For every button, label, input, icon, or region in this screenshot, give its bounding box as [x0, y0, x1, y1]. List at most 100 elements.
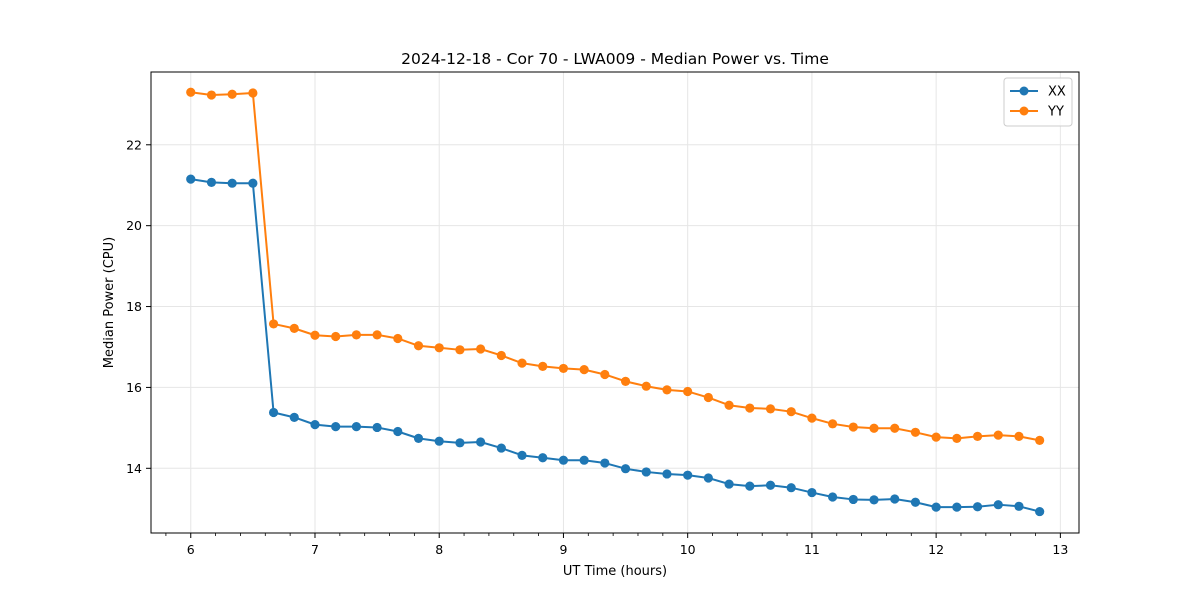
x-tick-label: 9 — [559, 542, 567, 557]
data-point-yy — [351, 330, 361, 340]
data-point-xx — [786, 483, 796, 493]
data-point-xx — [455, 438, 465, 448]
data-point-xx — [372, 422, 382, 433]
data-point-yy — [786, 407, 796, 417]
series-layer — [186, 87, 1045, 517]
data-point-yy — [703, 392, 713, 403]
data-point-yy — [268, 319, 279, 329]
data-point-xx — [890, 494, 900, 504]
data-point-xx — [1035, 506, 1045, 517]
data-point-yy — [952, 433, 962, 443]
y-tick-label: 20 — [126, 218, 142, 233]
x-axis-label: UT Time (hours) — [563, 564, 667, 579]
data-point-yy — [641, 381, 651, 391]
data-point-yy — [393, 333, 403, 344]
data-point-yy — [765, 404, 776, 414]
data-point-xx — [869, 495, 879, 505]
x-tick-label: 11 — [804, 542, 820, 557]
data-point-xx — [351, 422, 361, 432]
data-point-yy — [413, 341, 424, 351]
x-tick-label: 13 — [1052, 542, 1068, 557]
data-point-xx — [765, 480, 776, 490]
data-point-yy — [869, 423, 879, 433]
data-point-yy — [1035, 435, 1045, 445]
data-point-yy — [1014, 431, 1024, 441]
data-point-yy — [910, 427, 921, 437]
data-point-xx — [393, 426, 403, 437]
data-point-xx — [600, 458, 610, 468]
x-tick-label: 7 — [311, 542, 319, 557]
data-point-xx — [683, 470, 693, 480]
data-point-yy — [620, 376, 631, 386]
legend-label-yy: YY — [1047, 105, 1064, 120]
x-tick-label: 8 — [435, 542, 443, 557]
y-tick-label: 14 — [126, 461, 142, 476]
y-tick-label: 18 — [126, 299, 142, 314]
legend-entry-xx: XX — [1010, 85, 1066, 100]
y-tick-label: 16 — [126, 380, 142, 395]
y-tick-label: 22 — [126, 137, 142, 152]
data-point-yy — [538, 361, 548, 371]
data-point-yy — [890, 423, 900, 433]
data-point-xx — [331, 422, 341, 432]
data-point-xx — [724, 479, 734, 489]
chart-title: 2024-12-18 - Cor 70 - LWA009 - Median Po… — [401, 50, 829, 68]
data-point-xx — [413, 433, 424, 443]
data-point-xx — [268, 407, 279, 418]
data-point-xx — [807, 487, 817, 498]
data-point-xx — [662, 469, 672, 479]
x-tick-label: 12 — [928, 542, 944, 557]
data-point-yy — [662, 385, 672, 395]
y-axis-label: Median Power (CPU) — [102, 237, 117, 368]
data-point-xx — [641, 467, 651, 477]
data-point-xx — [952, 502, 962, 512]
data-point-yy — [993, 430, 1003, 440]
legend-marker-yy — [1019, 106, 1029, 116]
data-point-yy — [455, 345, 465, 355]
data-point-yy — [331, 331, 341, 342]
data-point-yy — [248, 88, 258, 98]
data-point-xx — [993, 500, 1003, 510]
data-point-xx — [227, 178, 237, 188]
plot-frame — [150, 71, 1080, 534]
x-tick-label: 6 — [187, 542, 195, 557]
data-point-xx — [558, 455, 569, 465]
data-point-xx — [186, 174, 196, 184]
data-point-yy — [496, 350, 506, 361]
data-point-yy — [289, 323, 299, 333]
data-point-yy — [227, 89, 237, 99]
data-point-yy — [476, 344, 486, 354]
data-point-yy — [848, 422, 858, 432]
data-point-yy — [372, 330, 382, 340]
data-point-yy — [186, 87, 196, 97]
data-point-xx — [703, 473, 713, 483]
data-point-xx — [579, 455, 589, 465]
data-point-yy — [745, 403, 755, 413]
data-point-yy — [517, 358, 527, 368]
data-point-xx — [538, 453, 548, 463]
legend-label-xx: XX — [1048, 85, 1066, 100]
data-point-xx — [828, 492, 838, 502]
data-point-xx — [931, 502, 941, 512]
data-point-yy — [828, 419, 838, 429]
data-point-yy — [579, 365, 589, 375]
data-point-yy — [434, 343, 444, 353]
data-point-xx — [517, 450, 527, 460]
data-point-xx — [1014, 501, 1024, 511]
legend-marker-xx — [1019, 86, 1029, 96]
data-point-yy — [310, 330, 320, 340]
data-point-xx — [848, 494, 858, 505]
data-point-yy — [724, 400, 734, 410]
data-point-yy — [600, 369, 610, 380]
data-point-xx — [910, 497, 921, 507]
legend-entry-yy: YY — [1010, 105, 1064, 120]
data-point-xx — [972, 502, 983, 512]
data-point-yy — [558, 363, 569, 374]
data-point-yy — [972, 431, 983, 441]
data-point-xx — [248, 178, 258, 188]
data-point-yy — [206, 90, 217, 100]
data-point-xx — [310, 420, 320, 430]
